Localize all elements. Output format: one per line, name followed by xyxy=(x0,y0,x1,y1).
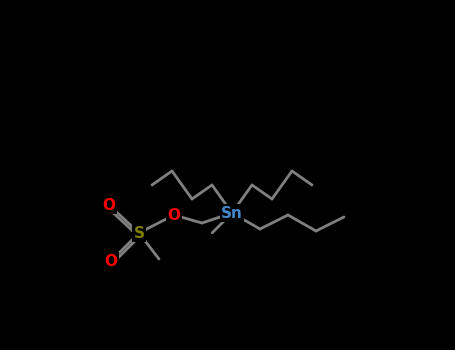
Text: O: O xyxy=(105,253,117,268)
Text: O: O xyxy=(167,208,181,223)
Text: S: S xyxy=(133,225,145,240)
Text: Sn: Sn xyxy=(221,205,243,220)
Text: O: O xyxy=(102,197,116,212)
